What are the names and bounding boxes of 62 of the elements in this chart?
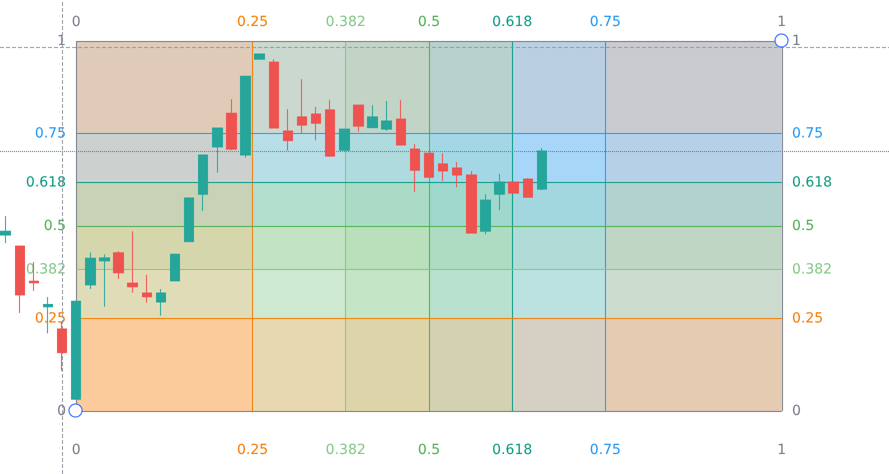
candlestick	[367, 104, 378, 128]
y2-tick-label: 0	[792, 403, 801, 420]
candlestick	[198, 154, 208, 212]
candlestick	[396, 99, 406, 146]
x2-tick-label: 0.25	[237, 14, 268, 30]
candlestick	[339, 128, 350, 151]
candlestick	[226, 98, 237, 151]
y2-tick-label: 0.5	[792, 218, 814, 234]
candlestick	[85, 252, 96, 290]
candlestick	[311, 106, 321, 141]
candlestick	[410, 143, 420, 193]
x-tick-label: 0.25	[237, 442, 268, 458]
y-tick-label: 0.618	[26, 174, 66, 190]
candlestick	[156, 288, 166, 316]
candlestick	[283, 108, 293, 152]
x2-tick-label: 0.382	[326, 14, 366, 30]
candlestick	[71, 300, 81, 400]
x2-tick-label: 0.618	[492, 14, 532, 30]
candlestick	[15, 246, 25, 314]
candlestick	[170, 254, 180, 282]
candlestick	[466, 170, 477, 234]
candlestick	[508, 182, 519, 194]
candlestick	[523, 177, 533, 198]
x-tick-label: 0.382	[326, 442, 366, 458]
candlestick	[537, 148, 547, 191]
x-tick-label: 0.75	[590, 442, 621, 458]
candlestick	[353, 104, 364, 132]
y-tick-label: 0	[57, 403, 66, 420]
candlestick	[142, 274, 152, 304]
candlestick	[254, 54, 265, 60]
x2-tick-label: 0	[72, 14, 81, 30]
candlestick	[212, 128, 223, 174]
candlestick	[99, 254, 110, 308]
x-tick-label: 0.618	[492, 442, 532, 458]
x-tick-label: 1	[777, 442, 786, 458]
candlestick	[494, 173, 505, 211]
y2-tick-label: 0.25	[792, 310, 824, 327]
y-tick-label: 0.5	[44, 218, 66, 234]
candlestick	[57, 321, 67, 372]
candlestick	[438, 152, 448, 182]
candlestick	[424, 152, 434, 178]
candlestick	[480, 194, 491, 235]
candlestick	[381, 100, 392, 132]
x2-tick-label: 1	[777, 14, 786, 30]
y2-tick-label: 0.382	[792, 262, 832, 278]
x-tick-label: 0.5	[418, 442, 440, 458]
candlestick	[269, 58, 279, 129]
candlestick	[452, 162, 462, 188]
y2-tick-label: 1	[792, 33, 801, 50]
y-tick-label: 0.75	[34, 126, 66, 142]
y2-tick-label: 0.75	[792, 126, 824, 142]
candlestick	[127, 230, 138, 294]
x2-tick-label: 0.75	[590, 14, 621, 30]
x2-tick-label: 0.5	[418, 14, 440, 30]
candlestick	[184, 196, 194, 242]
x-tick-label: 0	[72, 442, 81, 458]
candlestick	[325, 99, 335, 157]
y2-tick-label: 0.618	[792, 174, 832, 190]
candlestick	[297, 78, 307, 134]
candlestick	[113, 250, 124, 280]
candlestick	[0, 216, 11, 244]
candlestick	[240, 76, 251, 158]
